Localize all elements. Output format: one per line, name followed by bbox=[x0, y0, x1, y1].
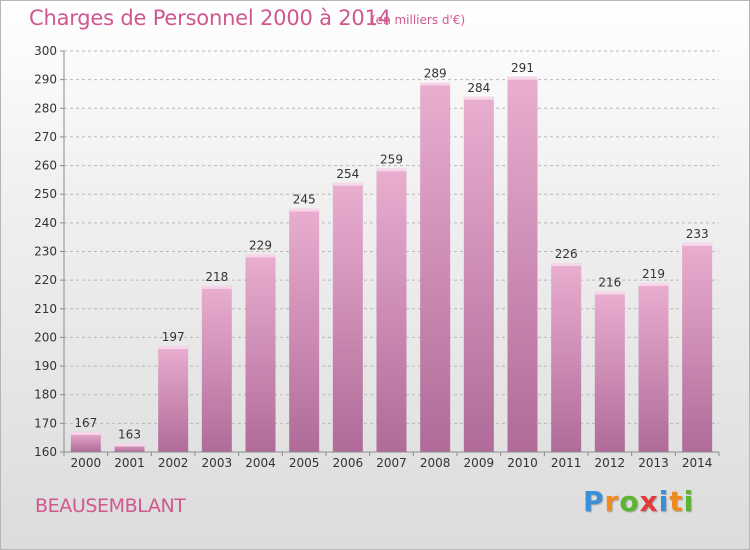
bar-cap bbox=[201, 285, 232, 289]
y-tick-label: 260 bbox=[34, 159, 57, 173]
commune-name: BEAUSEMBLANT bbox=[35, 495, 186, 517]
bar bbox=[289, 208, 320, 452]
bar bbox=[376, 168, 407, 452]
bar bbox=[682, 242, 713, 452]
bar bbox=[332, 182, 363, 452]
bars bbox=[70, 76, 713, 453]
bar-cap bbox=[463, 96, 494, 100]
y-tick-label: 280 bbox=[34, 101, 57, 115]
bar-value-label: 245 bbox=[293, 193, 316, 207]
logo-letter: o bbox=[619, 485, 640, 518]
bar-cap bbox=[158, 346, 189, 350]
bar-cap bbox=[70, 431, 101, 435]
bar-value-label: 254 bbox=[336, 167, 359, 181]
y-tick-label: 270 bbox=[34, 130, 57, 144]
bar-cap bbox=[551, 262, 582, 266]
chart-unit: (en milliers d'€) bbox=[371, 13, 466, 27]
bar-value-label: 284 bbox=[467, 81, 490, 95]
bar-cap bbox=[245, 254, 276, 258]
bar-value-label: 197 bbox=[162, 330, 185, 344]
y-tick-label: 170 bbox=[34, 416, 57, 430]
bar bbox=[463, 96, 494, 452]
x-tick-label: 2013 bbox=[638, 456, 669, 470]
bar-value-label: 226 bbox=[555, 247, 578, 261]
logo-letter: i bbox=[658, 485, 670, 518]
y-tick-label: 240 bbox=[34, 216, 57, 230]
x-tick-label: 2001 bbox=[114, 456, 145, 470]
proxiti-logo: Proxiti bbox=[583, 485, 694, 518]
y-tick-label: 190 bbox=[34, 359, 57, 373]
bar-value-label: 233 bbox=[686, 227, 709, 241]
x-tick-label: 2000 bbox=[71, 456, 102, 470]
logo-letter: i bbox=[683, 485, 695, 518]
bar-cap bbox=[420, 82, 451, 86]
bar-value-label: 163 bbox=[118, 427, 141, 441]
bar-value-label: 167 bbox=[74, 416, 97, 430]
bar-cap bbox=[682, 242, 713, 246]
bar-cap bbox=[507, 76, 538, 80]
bar bbox=[638, 283, 669, 452]
bar bbox=[420, 82, 451, 452]
axes bbox=[60, 50, 720, 456]
y-tick-label: 230 bbox=[34, 245, 57, 259]
bar bbox=[245, 254, 276, 452]
y-tick-label: 290 bbox=[34, 73, 57, 87]
y-tick-label: 200 bbox=[34, 330, 57, 344]
labels: 160 170 180 190 200 210 220 230 240 250 260 270 280 2… bbox=[34, 44, 712, 470]
bar-value-label: 289 bbox=[424, 67, 447, 81]
bar-cap bbox=[289, 208, 320, 212]
logo-letter: r bbox=[604, 485, 620, 518]
x-tick-label: 2005 bbox=[289, 456, 320, 470]
x-tick-label: 2003 bbox=[202, 456, 233, 470]
bar-value-label: 291 bbox=[511, 61, 534, 75]
y-tick-label: 220 bbox=[34, 273, 57, 287]
x-tick-label: 2010 bbox=[507, 456, 538, 470]
bar bbox=[201, 285, 232, 452]
bar-cap bbox=[376, 168, 407, 172]
bar-value-label: 219 bbox=[642, 267, 665, 281]
bar bbox=[594, 291, 625, 452]
bar bbox=[114, 443, 145, 452]
bar bbox=[70, 431, 101, 452]
bar-cap bbox=[594, 291, 625, 295]
y-tick-label: 250 bbox=[34, 187, 57, 201]
y-tick-label: 210 bbox=[34, 302, 57, 316]
x-tick-label: 2007 bbox=[376, 456, 407, 470]
chart-title: Charges de Personnel 2000 à 2014 bbox=[29, 6, 391, 30]
x-tick-label: 2004 bbox=[245, 456, 276, 470]
bar-cap bbox=[114, 443, 145, 447]
bar-value-label: 259 bbox=[380, 152, 403, 166]
x-tick-label: 2006 bbox=[333, 456, 364, 470]
x-tick-label: 2002 bbox=[158, 456, 189, 470]
x-tick-label: 2011 bbox=[551, 456, 582, 470]
x-tick-label: 2012 bbox=[595, 456, 626, 470]
bar-value-label: 218 bbox=[205, 270, 228, 284]
y-tick-label: 300 bbox=[34, 44, 57, 58]
bar-cap bbox=[332, 182, 363, 186]
bar-value-label: 229 bbox=[249, 238, 272, 252]
bar-value-label: 216 bbox=[598, 276, 621, 290]
x-tick-label: 2009 bbox=[464, 456, 495, 470]
bar bbox=[507, 76, 538, 453]
bar-cap bbox=[638, 283, 669, 287]
logo-letter: x bbox=[639, 485, 659, 518]
logo-letter: P bbox=[583, 485, 605, 518]
logo-letter: t bbox=[669, 485, 684, 518]
y-tick-label: 180 bbox=[34, 388, 57, 402]
y-tick-label: 160 bbox=[34, 445, 57, 459]
bar bbox=[158, 346, 189, 452]
x-tick-label: 2014 bbox=[682, 456, 713, 470]
bar bbox=[551, 262, 582, 452]
x-tick-label: 2008 bbox=[420, 456, 451, 470]
